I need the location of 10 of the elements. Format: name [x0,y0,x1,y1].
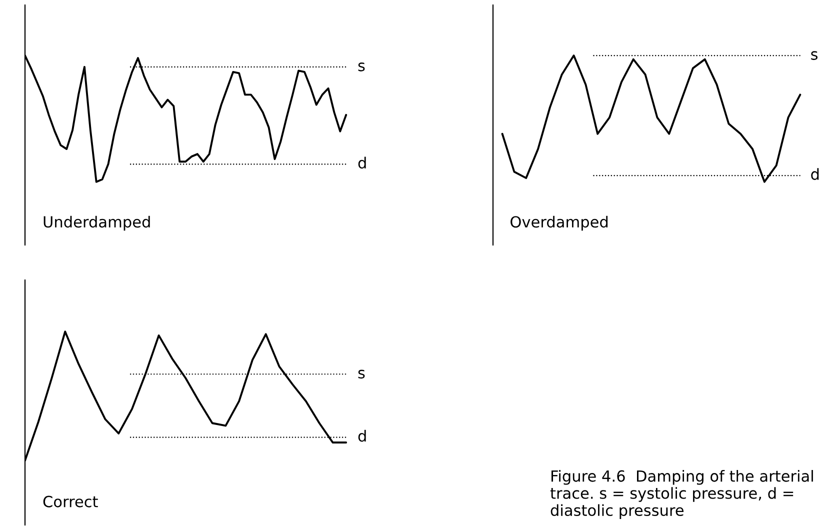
text: Correct [43,496,98,508]
ref-line-label: d [358,156,366,169]
ref-line-label: s [811,51,818,60]
text: Overdamped [510,216,608,231]
text: Underdamped [44,216,150,231]
ref-line-label: s [358,370,365,379]
ref-line-label: d [358,430,366,442]
ref-line-label: d [811,168,819,180]
caption: Figure 4.6 Damping of the arterial trace. s = systolic pressure, d = diastolic pressure [550,470,813,519]
ref-line-label: s [358,62,365,72]
